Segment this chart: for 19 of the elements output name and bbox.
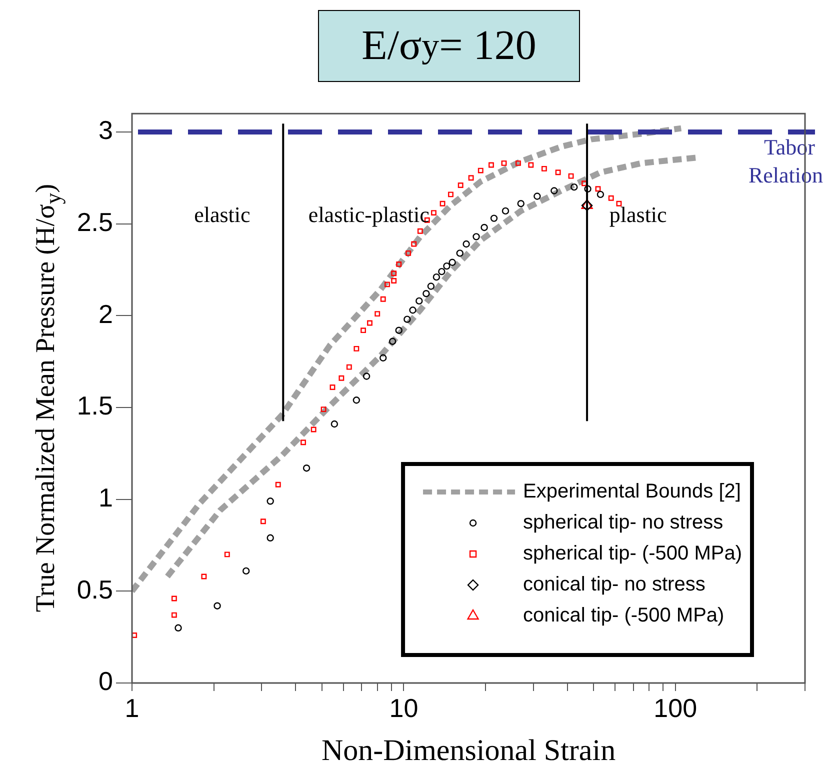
x-tick-label: 10 (389, 692, 418, 723)
annotation: elastic (194, 202, 251, 227)
legend-label: conical tip- (-500 MPa) (523, 604, 724, 627)
y-tick-label: 1.5 (76, 390, 113, 421)
x-tick-label: 100 (654, 692, 698, 723)
x-axis-title: Non-Dimensional Strain (321, 734, 616, 767)
y-tick-label: 0.5 (76, 574, 113, 604)
legend-label: spherical tip- no stress (523, 512, 724, 534)
annotation: elastic-plastic (308, 202, 430, 227)
y-tick-label: 1 (98, 482, 113, 512)
y-tick-label: 2 (98, 298, 113, 329)
x-tick-label: 1 (124, 692, 140, 723)
legend-label: conical tip- no stress (523, 574, 706, 596)
y-tick-label: 0 (98, 666, 113, 696)
y-tick-label: 2.5 (76, 206, 113, 237)
y-tick-label: 3 (98, 115, 113, 146)
annotation: plastic (609, 202, 668, 227)
legend-label: spherical tip- (-500 MPa) (523, 542, 742, 565)
legend-label: Experimental Bounds [2] (523, 480, 741, 503)
